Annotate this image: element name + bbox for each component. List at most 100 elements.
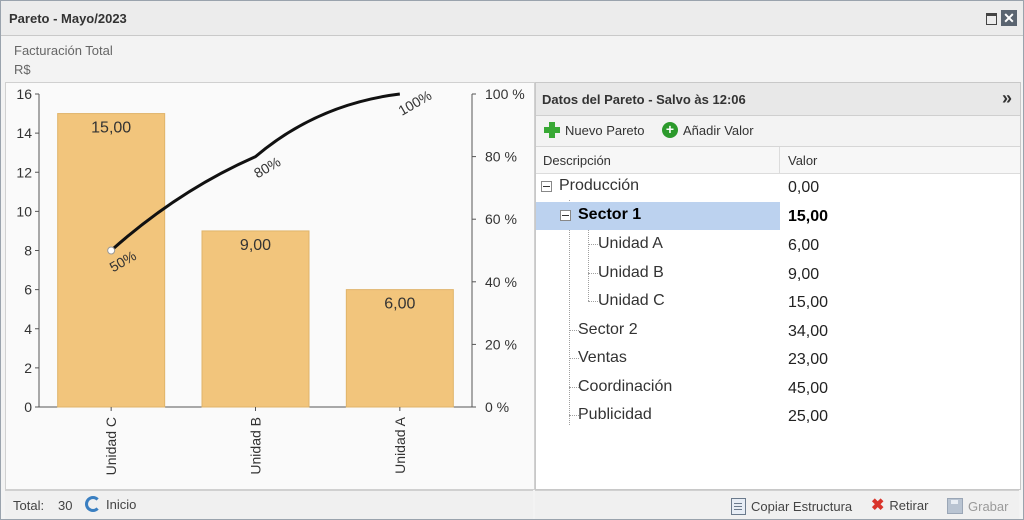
home-label: Inicio — [106, 496, 137, 512]
y-tick-label: 0 — [24, 399, 32, 415]
row-label: Publicidad — [578, 406, 652, 423]
tree-line — [569, 200, 570, 425]
home-button[interactable]: Inicio — [85, 496, 136, 512]
row-label: Producción — [559, 177, 640, 194]
row-value: 23,00 — [788, 351, 829, 368]
row-label: Sector 1 — [578, 206, 642, 223]
column-header-value[interactable]: Valor — [788, 153, 818, 168]
panel-title: Datos del Pareto - Salvo às 12:06 — [542, 92, 746, 107]
status-bar: Total: 30 Inicio — [5, 490, 533, 519]
tree-row[interactable]: Publicidad 25,00 — [536, 402, 1020, 431]
chart-pane: 0 2 4 6 8 10 12 14 16 0 % 20 % 40 % 60 % 80 % 100 % 15,… — [5, 82, 535, 490]
row-value: 9,00 — [788, 266, 820, 283]
subheader-title: Facturación Total — [14, 43, 113, 58]
tree-row[interactable]: Producción 0,00 — [536, 173, 1020, 202]
x-icon: ✖ — [871, 496, 885, 514]
close-button[interactable]: ✕ — [1001, 10, 1017, 26]
close-icon: ✕ — [1003, 10, 1015, 26]
bar-value-label: 9,00 — [240, 237, 271, 254]
cumulative-label: 100% — [395, 87, 434, 119]
y-tick-label: 12 — [16, 164, 32, 180]
y-tick-label: 16 — [16, 86, 32, 102]
tree-line — [588, 229, 589, 301]
collapse-icon[interactable] — [560, 210, 571, 221]
grid-header: Descripción Valor — [536, 147, 1020, 174]
column-divider[interactable] — [779, 147, 780, 173]
total-value: 30 — [58, 498, 73, 513]
subheader: Facturación Total R$ — [5, 37, 1019, 81]
document-icon — [731, 498, 746, 515]
column-header-description[interactable]: Descripción — [543, 153, 611, 168]
refresh-icon — [85, 496, 101, 512]
y-tick-label: 2 — [24, 360, 32, 376]
y2-tick-label: 20 % — [485, 336, 517, 352]
panel-header: Datos del Pareto - Salvo às 12:06 » — [536, 83, 1020, 116]
x-tick-label: Unidad A — [392, 416, 408, 473]
total-label: Total: — [13, 498, 45, 513]
add-value-button[interactable]: + Añadir Valor — [662, 122, 754, 138]
tree-row-selected[interactable]: Sector 1 15,00 — [536, 202, 1020, 231]
tree-row[interactable]: Unidad A 6,00 — [536, 231, 1020, 260]
tree-row[interactable]: Unidad B 9,00 — [536, 260, 1020, 289]
remove-label: Retirar — [889, 498, 929, 513]
selection-highlight — [536, 202, 780, 230]
y2-tick-label: 80 % — [485, 149, 517, 165]
floppy-icon — [947, 498, 963, 514]
y-tick-label: 6 — [24, 282, 32, 298]
row-value: 15,00 — [788, 294, 829, 311]
bar-value-label: 6,00 — [384, 296, 415, 313]
y2-tick-label: 100 % — [485, 86, 525, 102]
tree-line — [569, 358, 579, 359]
row-label: Coordinación — [578, 378, 673, 395]
tree-row[interactable]: Sector 2 34,00 — [536, 317, 1020, 346]
row-value: 15,00 — [788, 208, 829, 225]
tree-line — [588, 244, 598, 245]
title-bar: Pareto - Mayo/2023 ✕ — [1, 1, 1023, 36]
row-value: 45,00 — [788, 380, 829, 397]
new-pareto-label: Nuevo Pareto — [565, 122, 645, 138]
panel-toolbar: Nuevo Pareto + Añadir Valor — [536, 116, 1020, 147]
collapse-icon[interactable] — [541, 181, 552, 192]
panel-footer: Copiar Estructura ✖ Retirar Grabar — [535, 490, 1019, 519]
bar-value-label: 15,00 — [91, 120, 131, 137]
copy-structure-button[interactable]: Copiar Estructura — [731, 498, 852, 515]
y2-tick-label: 40 % — [485, 274, 517, 290]
tree-line — [569, 415, 579, 416]
row-label: Unidad B — [598, 264, 664, 281]
add-circle-icon: + — [662, 122, 678, 138]
remove-button[interactable]: ✖ Retirar — [871, 496, 929, 514]
tree-line — [569, 330, 579, 331]
cumulative-point — [107, 246, 116, 255]
cumulative-line — [110, 92, 401, 252]
double-chevron-right-icon: » — [1001, 88, 1012, 108]
tree-line — [588, 301, 598, 302]
add-value-label: Añadir Valor — [683, 122, 754, 138]
row-label: Ventas — [578, 349, 627, 366]
plus-icon — [544, 122, 560, 138]
tree-line — [569, 387, 579, 388]
y-tick-label: 14 — [16, 125, 32, 141]
tree-row[interactable]: Ventas 23,00 — [536, 345, 1020, 374]
bar — [201, 230, 310, 408]
data-panel: Datos del Pareto - Salvo às 12:06 » Nuev… — [535, 82, 1021, 490]
y-tick-label: 8 — [24, 243, 32, 259]
row-value: 25,00 — [788, 408, 829, 425]
new-pareto-button[interactable]: Nuevo Pareto — [544, 122, 645, 138]
subheader-currency: R$ — [14, 62, 31, 77]
restore-button[interactable] — [983, 10, 999, 26]
tree-row[interactable]: Coordinación 45,00 — [536, 374, 1020, 403]
collapse-panel-button[interactable]: » — [1002, 88, 1012, 109]
row-value: 6,00 — [788, 237, 820, 254]
save-button[interactable]: Grabar — [947, 498, 1008, 514]
y-tick-label: 4 — [24, 321, 32, 337]
row-label: Sector 2 — [578, 321, 638, 338]
y-tick-label: 10 — [16, 203, 32, 219]
y2-tick-label: 0 % — [485, 399, 509, 415]
copy-structure-label: Copiar Estructura — [751, 499, 853, 514]
pareto-chart: 0 2 4 6 8 10 12 14 16 0 % 20 % 40 % 60 % 80 % 100 % 15,… — [16, 86, 525, 475]
x-tick-label: Unidad B — [248, 417, 264, 475]
tree-line — [588, 273, 598, 274]
tree-row[interactable]: Unidad C 15,00 — [536, 288, 1020, 317]
y2-tick-label: 60 % — [485, 211, 517, 227]
